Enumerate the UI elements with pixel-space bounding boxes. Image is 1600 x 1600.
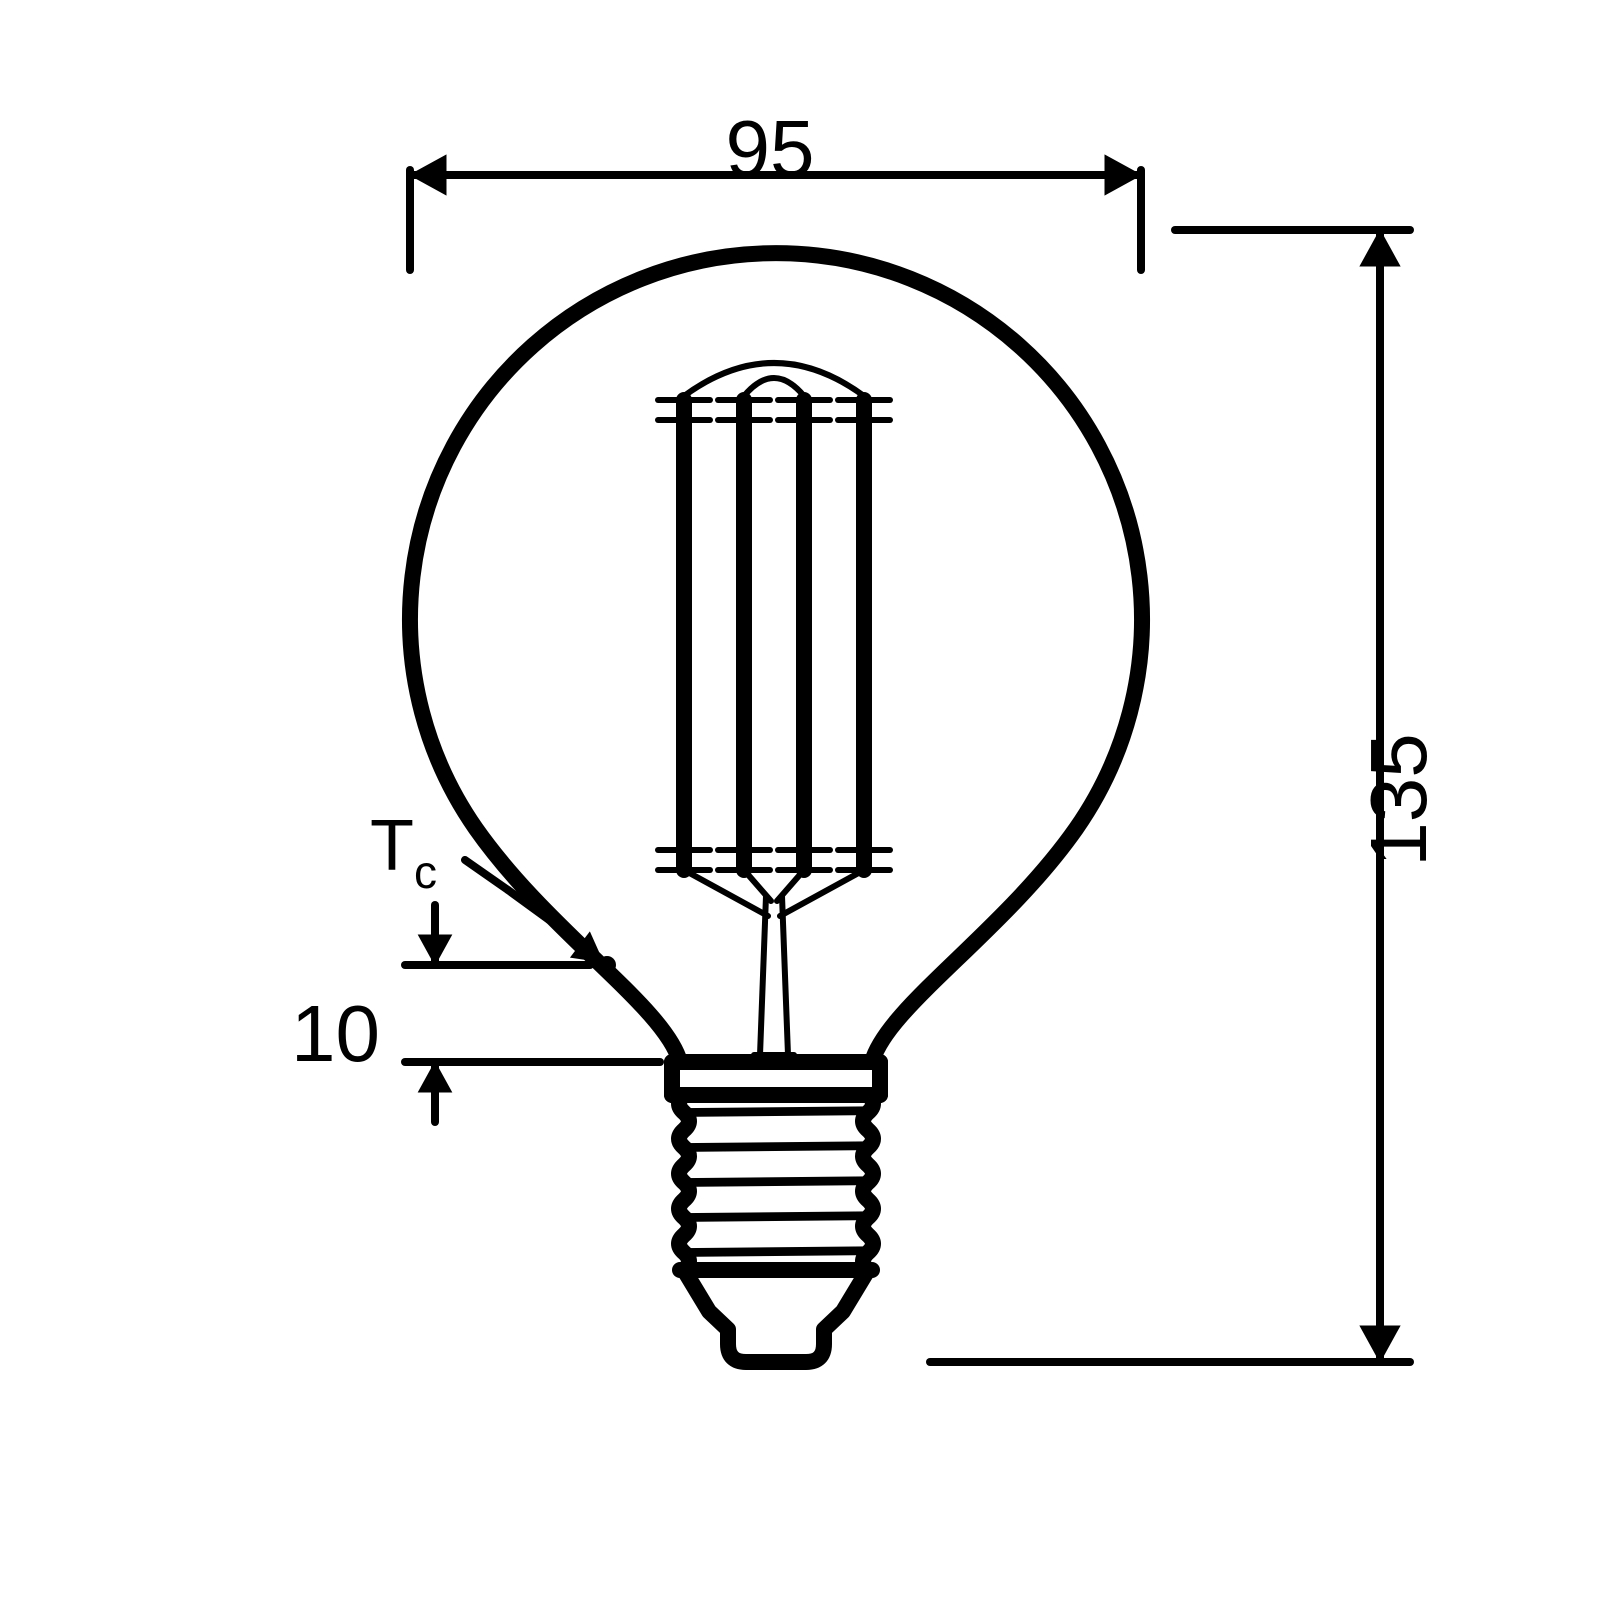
dim-tc-offset-label: 10 [291,989,380,1078]
diagram-svg: Tc 95 135 10 [0,0,1600,1600]
diagram-root: Tc 95 135 10 [0,0,1600,1600]
dim-height-label: 135 [1354,733,1443,866]
tc-label: Tc [370,806,437,898]
dim-width-label: 95 [726,104,815,193]
